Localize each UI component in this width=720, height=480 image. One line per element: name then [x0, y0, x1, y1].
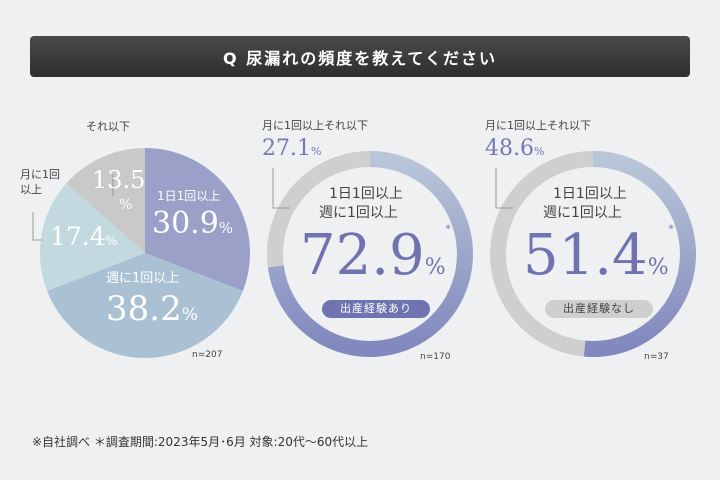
- donut2-label-1: 1日1回以上: [553, 186, 627, 202]
- donut1-n: n=170: [420, 352, 451, 362]
- donut2-n: n=37: [644, 352, 669, 362]
- question-title: Q 尿漏れの頻度を教えてください: [30, 36, 690, 77]
- pie-slice-2: [40, 183, 145, 292]
- donut1-main-value: 72.9%*: [300, 223, 451, 288]
- donut2-other-value: 48.6%: [485, 136, 545, 161]
- donut2-label-2: 週に1回以上: [543, 205, 622, 221]
- pie-value-weekly: 38.2%: [106, 289, 198, 329]
- donut2-group-badge: 出産経験なし: [545, 300, 653, 318]
- donut1-label-2: 週に1回以上: [319, 205, 398, 221]
- pie-slice-3: [66, 148, 145, 253]
- donut1-other-label: 月に1回以上それ以下: [262, 119, 368, 132]
- pie-label-monthly-b: 以上: [20, 183, 42, 196]
- donut1-group-badge: 出産経験あり: [322, 300, 430, 318]
- donut1-label-1: 1日1回以上: [329, 186, 403, 202]
- pie-slice-0: [145, 148, 251, 292]
- pie-label-weekly: 週に1回以上: [106, 271, 180, 286]
- donut2-main-value: 51.4%*: [523, 223, 674, 288]
- pie-label-monthly-a: 月に1回: [20, 168, 60, 181]
- pie-slice-1: [47, 253, 243, 359]
- pie-value-less-pct: %: [119, 197, 133, 213]
- pie-n: n=207: [192, 350, 223, 360]
- donut2-other-label: 月に1回以上それ以下: [485, 119, 591, 132]
- pie-value-monthly: 17.4%: [50, 222, 118, 251]
- pie-value-daily: 30.9%: [152, 206, 234, 241]
- leader-line: [32, 212, 42, 241]
- pie-value-less: 13.5: [92, 166, 146, 194]
- pie-label-monthly-less: それ以下: [86, 120, 130, 133]
- donut1-main-arc: [267, 151, 473, 357]
- footnote: ※自社調べ ＊調査期間:2023年5月･6月 対象:20代〜60代以上: [32, 435, 369, 449]
- leader-line: [495, 168, 513, 209]
- donut2-main-arc: [583, 151, 696, 357]
- leader-line: [272, 168, 290, 209]
- donut1-other-value: 27.1%: [262, 136, 322, 161]
- pie-label-daily: 1日1回以上: [157, 189, 221, 203]
